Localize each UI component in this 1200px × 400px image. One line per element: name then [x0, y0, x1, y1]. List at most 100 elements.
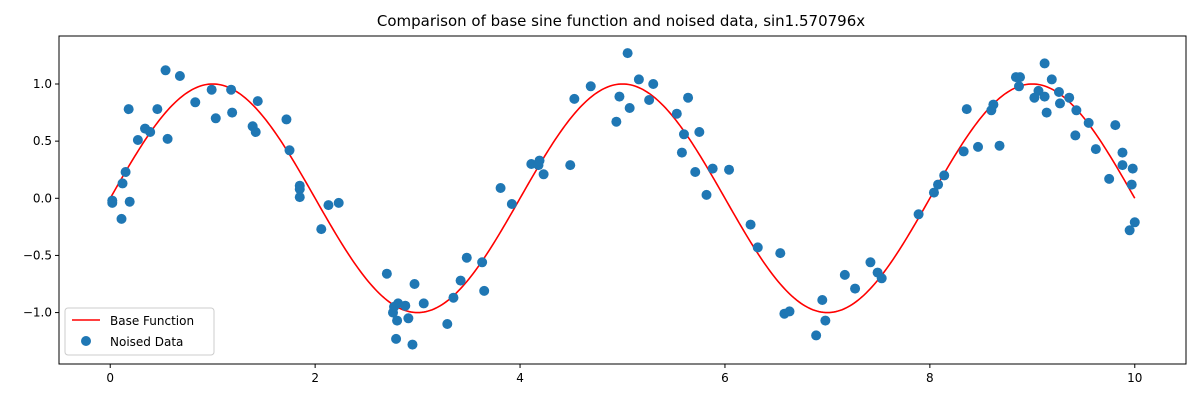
scatter-point — [973, 141, 984, 152]
scatter-point — [1090, 144, 1101, 155]
scatter-point — [1054, 98, 1065, 109]
scatter-point — [1117, 160, 1128, 171]
scatter-point — [850, 283, 861, 294]
legend-box — [64, 307, 215, 356]
scatter-point — [152, 104, 163, 115]
scatter-point — [316, 224, 327, 235]
scatter-point — [622, 48, 633, 59]
scatter-point — [123, 104, 134, 115]
scatter-point — [442, 319, 453, 329]
scatter-point — [683, 92, 694, 103]
scatter-point — [477, 257, 488, 268]
legend-label-noised-data: Noised Data — [110, 335, 183, 349]
scatter-point — [1124, 225, 1135, 236]
scatter-point — [624, 103, 635, 113]
scatter-point — [1083, 117, 1094, 128]
scatter-point — [988, 99, 999, 110]
scatter-point — [284, 145, 295, 156]
scatter-point — [294, 192, 305, 203]
x-tick-label: 6 — [721, 371, 729, 385]
scatter-point — [928, 187, 939, 198]
scatter-point — [876, 273, 887, 284]
scatter-point — [1053, 87, 1064, 97]
y-tick-label: −0.5 — [23, 248, 52, 262]
scatter-point — [333, 197, 344, 208]
legend-label-base-function: Base Function — [110, 314, 194, 328]
y-tick-label: 0.5 — [33, 134, 52, 148]
scatter-point — [1127, 163, 1138, 174]
scatter-point — [694, 127, 705, 137]
scatter-point — [611, 116, 622, 127]
scatter-point — [392, 315, 403, 326]
scatter-point — [281, 114, 292, 125]
scatter-point — [403, 313, 414, 324]
scatter-point — [227, 107, 238, 118]
y-tick-label: 1.0 — [33, 77, 52, 91]
scatter-point — [1117, 147, 1128, 158]
x-tick-label: 0 — [106, 371, 114, 385]
scatter-point — [1064, 92, 1075, 103]
plot-area — [107, 48, 1140, 350]
scatter-point — [1046, 74, 1057, 85]
legend-marker-swatch — [81, 336, 91, 346]
x-tick-label: 4 — [516, 371, 524, 385]
scatter-point — [391, 333, 402, 344]
scatter-point — [400, 300, 411, 311]
legend: Base Function Noised Data — [64, 307, 215, 356]
scatter-point — [116, 213, 127, 224]
scatter-point — [820, 315, 831, 326]
scatter-point — [107, 195, 118, 206]
x-tick-label: 8 — [926, 371, 934, 385]
scatter-point — [1110, 120, 1121, 131]
scatter-point — [1126, 179, 1137, 190]
scatter-point — [1039, 91, 1050, 102]
scatter-point — [145, 127, 156, 137]
scatter-point — [461, 252, 472, 263]
scatter-point — [206, 84, 217, 95]
scatter-point — [132, 135, 143, 145]
scatter-point — [1071, 105, 1082, 116]
scatter-point — [1129, 217, 1140, 228]
scatter-point — [210, 113, 221, 124]
scatter-point — [124, 196, 135, 207]
scatter-point — [678, 129, 689, 140]
scatter-point — [939, 170, 950, 181]
scatter-point — [1041, 107, 1052, 118]
scatter-point — [724, 164, 735, 175]
scatter-point — [958, 146, 969, 157]
scatter-point — [913, 209, 924, 220]
y-tick-label: 0.0 — [33, 191, 52, 205]
plot-frame — [58, 35, 1187, 365]
scatter-point — [538, 169, 549, 180]
scatter-point — [839, 269, 850, 280]
scatter-point — [117, 178, 128, 189]
scatter-point — [865, 257, 876, 268]
scatter-point — [701, 189, 712, 200]
scatter-point — [1070, 130, 1081, 141]
scatter-point — [633, 74, 644, 85]
scatter-point — [418, 298, 429, 309]
scatter-point — [479, 285, 490, 296]
scatter-point — [745, 219, 756, 230]
scatter-point — [1104, 173, 1115, 184]
scatter-point — [961, 104, 972, 115]
scatter-point — [506, 199, 517, 209]
scatter-point — [707, 163, 718, 174]
scatter-point — [226, 84, 237, 95]
scatter-point — [994, 140, 1005, 151]
scatter-point — [162, 133, 173, 144]
y-tick-label: −1.0 — [23, 306, 52, 320]
chart-title: Comparison of base sine function and noi… — [377, 12, 865, 30]
scatter-point — [817, 295, 828, 305]
scatter-point — [752, 242, 763, 253]
scatter-point — [811, 330, 822, 341]
scatter-point — [495, 183, 506, 193]
scatter-point — [676, 147, 687, 158]
x-tick-label: 10 — [1127, 371, 1142, 385]
scatter-point — [671, 108, 682, 119]
scatter-point — [250, 127, 261, 137]
scatter-point — [1039, 58, 1050, 69]
scatter-point — [160, 65, 171, 76]
scatter-point — [1015, 72, 1026, 83]
